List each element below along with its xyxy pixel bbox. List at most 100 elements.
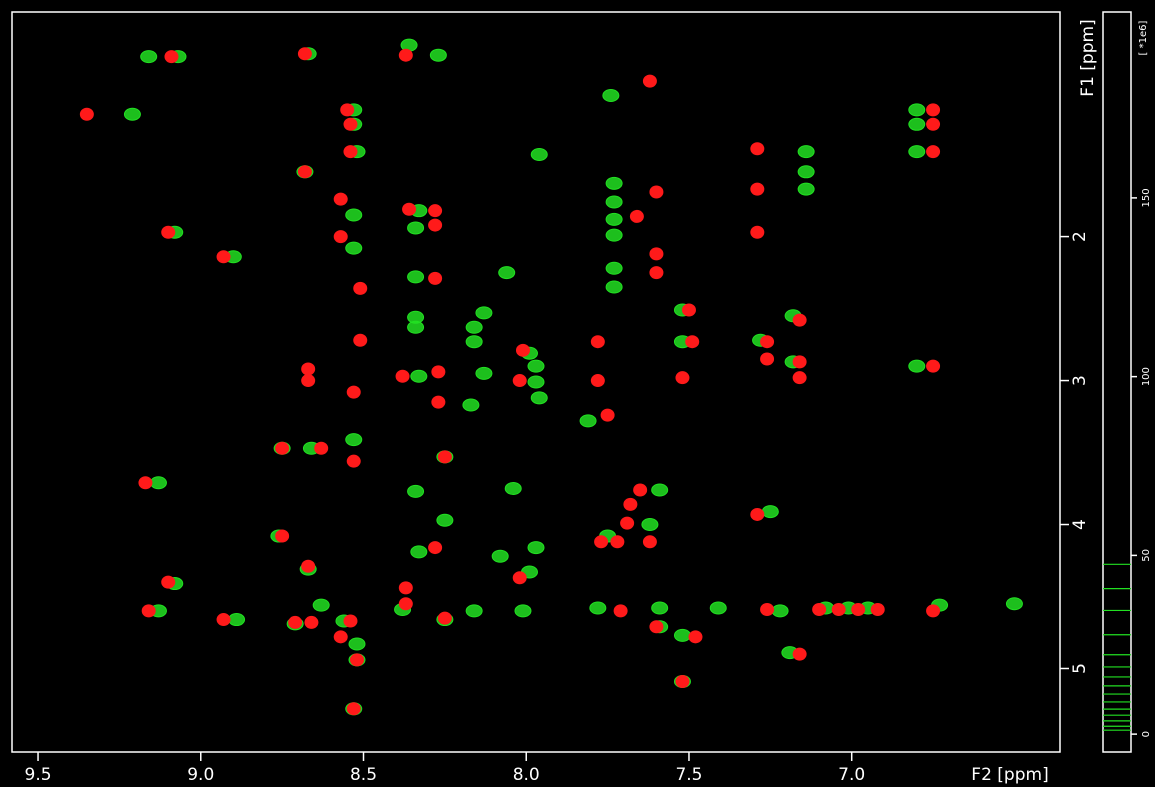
peak [927,146,940,158]
peak [676,372,689,384]
peak [909,104,925,116]
peak [650,248,663,260]
peak [466,336,482,348]
peak [298,48,311,60]
peak [513,572,526,584]
peak [793,372,806,384]
peak [515,605,531,617]
peak [347,386,360,398]
peak [505,483,521,495]
peak [650,621,663,633]
peak [643,75,656,87]
peak [513,375,526,387]
peak [302,560,315,572]
peak [142,605,155,617]
peak [798,166,814,178]
y-axis-label: F1 [ppm] [1078,19,1098,96]
peak [344,615,357,627]
peak [642,519,658,531]
level-tick-label: 50 [1141,549,1152,562]
peak [276,442,289,454]
peak [141,51,157,63]
peak [689,631,702,643]
peak [761,603,774,615]
peak [606,262,622,274]
peak [595,536,608,548]
peak [528,376,544,388]
peak [411,546,427,558]
peak [347,455,360,467]
peak [165,51,178,63]
peak [621,517,634,529]
peak [399,49,412,61]
peak [634,484,647,496]
peak [217,614,230,626]
nmr-spectrum: F2 [ppm] F1 [ppm] [ *1e6] 9.59.08.58.07.… [0,0,1155,787]
peak [341,104,354,116]
peak [349,638,365,650]
peak [408,485,424,497]
peak [624,498,637,510]
peak [531,149,547,161]
peak [528,360,544,372]
peak [334,631,347,643]
peak [927,104,940,116]
peak [347,703,360,715]
peak [399,582,412,594]
peak [793,648,806,660]
peak [298,166,311,178]
peak [476,367,492,379]
peak [302,363,315,375]
peak [408,321,424,333]
y-tick-label: 4 [1070,519,1090,530]
peak [411,370,427,382]
x-tick-label: 8.0 [513,765,540,785]
peak [408,271,424,283]
background [0,0,1155,787]
x-tick-label: 8.5 [350,765,377,785]
peak [313,599,329,611]
peak [751,226,764,238]
peak [590,602,606,614]
peak [909,118,925,130]
peak [430,49,446,61]
peak [751,143,764,155]
peak [124,108,140,120]
peak [751,183,764,195]
peak [334,231,347,243]
peak [676,675,689,687]
peak [492,550,508,562]
peak [580,415,596,427]
peak [354,282,367,294]
peak [852,603,865,615]
peak [399,598,412,610]
peak [429,205,442,217]
peak [601,409,614,421]
peak [793,356,806,368]
peak [710,602,726,614]
peak [682,304,695,316]
peak [686,336,699,348]
peak [606,177,622,189]
peak [762,506,778,518]
peak [334,193,347,205]
level-axis-label: [ *1e6] [1138,20,1149,55]
peak [432,396,445,408]
peak [606,196,622,208]
peak [315,442,328,454]
peak [438,612,451,624]
x-tick-label: 9.0 [187,765,214,785]
peak [832,603,845,615]
peak [674,629,690,641]
peak [772,605,788,617]
peak [813,603,826,615]
peak [429,219,442,231]
peak [499,267,515,279]
peak [346,242,362,254]
peak [531,392,547,404]
peak [606,229,622,241]
peak [432,366,445,378]
peak [437,514,453,526]
level-tick-label: 150 [1141,188,1152,207]
peak [630,210,643,222]
